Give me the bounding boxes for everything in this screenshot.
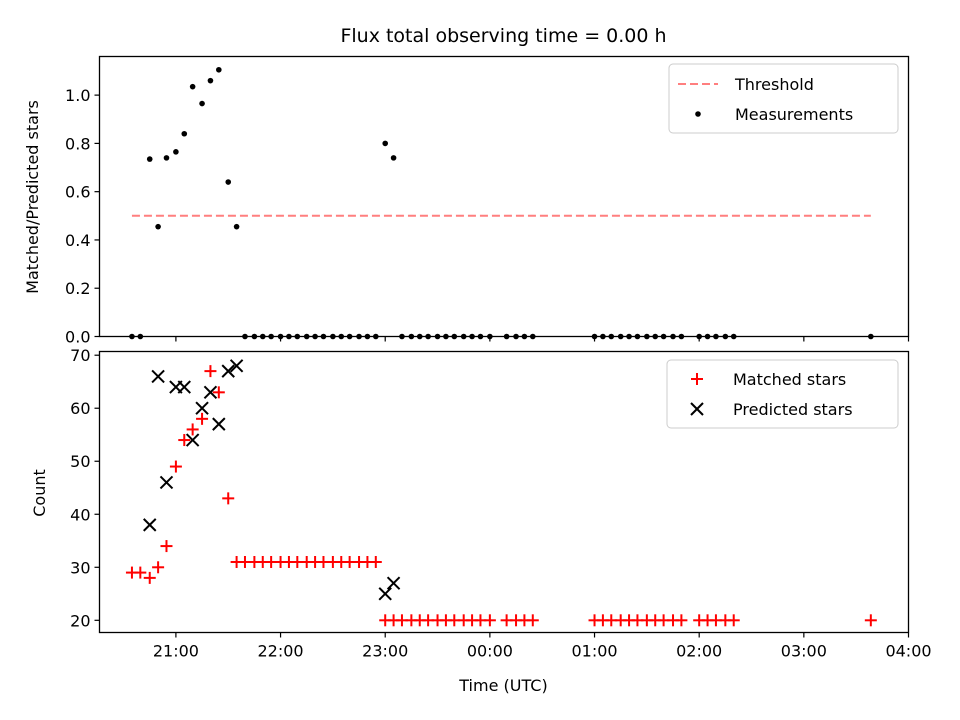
- measurement-point: [146, 156, 153, 162]
- x-tick-label: 04:00: [885, 642, 931, 661]
- count-axis-label: Count: [30, 469, 49, 517]
- predicted-stars-point: [185, 433, 200, 447]
- ratio-ytick-label: 0.8: [65, 134, 90, 153]
- predicted-legend-marker: [690, 402, 704, 416]
- measurement-point: [233, 223, 240, 230]
- matched-stars-point: [675, 614, 688, 627]
- measurement-point: [173, 149, 179, 155]
- measurement-point: [207, 77, 214, 84]
- chart-title: Flux total observing time = 0.00 h: [340, 25, 666, 47]
- matched-stars-point: [526, 614, 539, 627]
- predicted-legend-label: Predicted stars: [733, 400, 853, 419]
- matched-stars-point: [204, 365, 217, 378]
- matched-stars-point: [178, 434, 191, 447]
- matched-stars-point: [152, 561, 165, 574]
- count-ytick-label: 20: [70, 611, 90, 630]
- measurements-legend-marker: [695, 111, 701, 117]
- ratio-ytick-label: 0.2: [65, 279, 90, 298]
- ratio-axis-label: Matched/Predicted stars: [23, 100, 42, 294]
- count-ytick-label: 60: [70, 399, 90, 418]
- count-ytick-label: 30: [70, 558, 90, 577]
- ratio-ytick-label: 0.4: [65, 231, 90, 250]
- measurement-point: [382, 140, 389, 147]
- matched-legend-label: Matched stars: [733, 370, 846, 389]
- measurement-point: [216, 66, 222, 73]
- measurements-legend-label: Measurements: [735, 105, 853, 124]
- matched-stars-point: [143, 571, 156, 584]
- measurement-point: [225, 179, 232, 185]
- matched-stars-point: [186, 423, 199, 436]
- matched-stars-point: [169, 460, 182, 473]
- matched-stars-point: [864, 614, 877, 627]
- matched-stars-point: [483, 614, 496, 627]
- ratio-ytick-label: 0.0: [65, 328, 90, 347]
- measurement-point: [181, 130, 188, 137]
- matched-legend-marker: [691, 373, 703, 385]
- ratio-ytick-label: 0.6: [65, 183, 90, 202]
- count-legend: Matched stars Predicted stars: [666, 359, 899, 429]
- predicted-stars-point: [378, 587, 392, 601]
- predicted-stars-point: [151, 369, 165, 384]
- predicted-stars-point: [159, 475, 174, 490]
- predicted-stars-point: [203, 385, 218, 400]
- x-axis-label: Time (UTC): [458, 676, 547, 695]
- measurement-point: [199, 100, 205, 107]
- measurement-point: [189, 83, 196, 90]
- predicted-stars-point: [221, 364, 235, 378]
- x-tick-label: 00:00: [467, 642, 513, 661]
- measurement-point: [163, 155, 170, 161]
- predicted-stars-point: [177, 380, 191, 394]
- x-tick-label: 23:00: [362, 642, 408, 661]
- count-panel: 20 30 40 50 60 70 21:00 22:00 23:00 00:00 01:00 02:…: [30, 346, 932, 695]
- count-ytick-label: 50: [70, 452, 90, 471]
- ratio-ytick-label: 1.0: [65, 86, 90, 105]
- matched-stars-point: [212, 386, 225, 399]
- predicted-stars-point: [229, 359, 244, 373]
- predicted-stars-point: [143, 518, 157, 532]
- matched-stars-point: [134, 566, 147, 579]
- count-ytick-label: 70: [70, 346, 90, 365]
- predicted-stars-point: [386, 576, 401, 590]
- matched-stars-point: [222, 492, 235, 505]
- x-tick-label: 22:00: [258, 642, 304, 661]
- ratio-legend: Threshold Measurements: [668, 63, 899, 134]
- measurement-point: [155, 223, 161, 230]
- threshold-legend-label: Threshold: [734, 75, 814, 94]
- matched-stars-point: [196, 412, 209, 425]
- predicted-stars-point: [212, 417, 226, 431]
- ratio-panel: 0.0 0.2 0.4 0.6 0.8 1.0 Matched/Predicted sta…: [23, 55, 910, 347]
- measurement-point: [390, 155, 397, 161]
- x-tick-label: 21:00: [153, 642, 199, 661]
- x-tick-label: 01:00: [571, 642, 617, 661]
- x-tick-label: 03:00: [781, 642, 827, 661]
- matched-stars-point: [369, 555, 382, 568]
- matched-stars-point: [727, 614, 740, 627]
- predicted-stars-point: [195, 401, 209, 415]
- x-tick-label: 02:00: [676, 642, 722, 661]
- count-ytick-label: 40: [70, 505, 90, 524]
- matched-stars-point: [160, 540, 173, 553]
